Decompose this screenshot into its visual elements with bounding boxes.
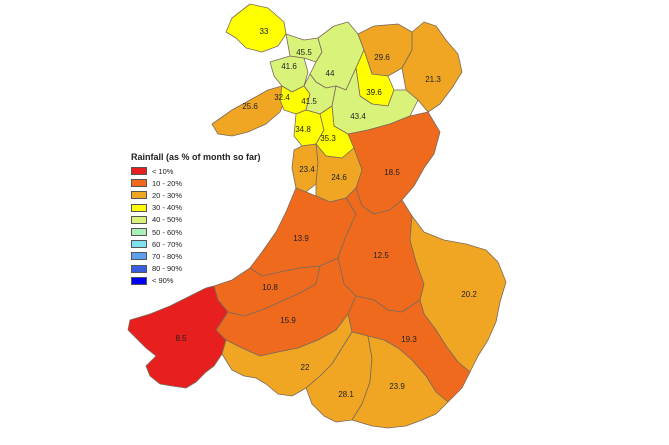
label-dyfi-east: 24.6 — [331, 173, 347, 182]
label-upper-wye: 12.5 — [373, 251, 389, 260]
label-glamorgan-east: 23.9 — [389, 382, 405, 391]
legend-items: < 10% 10 - 20% 20 - 30% 30 - 40% 40 - 50% 50 … — [131, 165, 261, 287]
region-anglesey — [225, 3, 287, 53]
legend-item: 80 - 90% — [131, 263, 261, 275]
legend-swatch — [131, 203, 147, 212]
label-glamorgan-west: 28.1 — [338, 390, 354, 399]
legend-swatch — [131, 240, 147, 249]
label-monmouth: 20.2 — [461, 290, 477, 299]
label-meirionnydd-west: 34.8 — [295, 125, 311, 134]
legend-item: 20 - 30% — [131, 189, 261, 201]
legend-item: 40 - 50% — [131, 214, 261, 226]
label-dee-valley: 43.4 — [350, 112, 366, 121]
label-usk: 19.3 — [401, 335, 417, 344]
label-conwy-north: 45.5 — [296, 48, 312, 57]
map-legend: Rainfall (as % of month so far) < 10% 10 … — [131, 152, 261, 287]
region-wrexham-north — [401, 21, 463, 113]
legend-swatch — [131, 264, 147, 273]
label-wrexham-north: 21.3 — [425, 75, 441, 84]
region-monmouth — [409, 215, 507, 373]
legend-label: < 90% — [152, 276, 174, 286]
label-teifi: 10.8 — [262, 283, 278, 292]
legend-swatch — [131, 252, 147, 261]
label-tywi: 15.9 — [280, 316, 296, 325]
label-pembrokeshire: 8.5 — [175, 334, 187, 343]
label-conwy: 44 — [326, 69, 335, 78]
label-denbigh: 39.6 — [366, 88, 382, 97]
legend-label: 80 - 90% — [152, 264, 183, 274]
legend-label: < 10% — [152, 166, 174, 176]
legend-item: 10 - 20% — [131, 177, 261, 189]
legend-title: Rainfall (as % of month so far) — [131, 152, 261, 162]
legend-swatch — [131, 276, 147, 285]
legend-swatch — [131, 191, 147, 200]
legend-label: 30 - 40% — [152, 203, 183, 213]
label-ceredigion: 13.9 — [293, 234, 309, 243]
label-gower: 22 — [301, 363, 310, 372]
legend-label: 10 - 20% — [152, 178, 183, 188]
legend-item: < 90% — [131, 275, 261, 287]
legend-item: 30 - 40% — [131, 202, 261, 214]
label-anglesey: 33 — [260, 27, 269, 36]
label-lleyn: 25.6 — [242, 102, 258, 111]
legend-label: 60 - 70% — [152, 239, 183, 249]
legend-item: 50 - 60% — [131, 226, 261, 238]
region-glamorgan-east — [351, 335, 449, 429]
label-meirionnydd: 35.3 — [320, 134, 336, 143]
legend-item: 70 - 80% — [131, 250, 261, 262]
label-gwynedd-north: 41.6 — [281, 62, 297, 71]
label-snowdonia-west: 32.4 — [274, 93, 290, 102]
label-snowdonia: 41.5 — [301, 97, 317, 106]
label-montgomery: 18.5 — [384, 168, 400, 177]
region-pembrokeshire — [127, 285, 229, 389]
legend-label: 20 - 30% — [152, 190, 183, 200]
legend-item: < 10% — [131, 165, 261, 177]
legend-label: 70 - 80% — [152, 251, 183, 261]
legend-label: 40 - 50% — [152, 215, 183, 225]
label-dyfi: 23.4 — [299, 165, 315, 174]
legend-swatch — [131, 179, 147, 188]
legend-item: 60 - 70% — [131, 238, 261, 250]
label-flintshire: 29.6 — [374, 53, 390, 62]
legend-label: 50 - 60% — [152, 227, 183, 237]
legend-swatch — [131, 167, 147, 176]
legend-swatch — [131, 215, 147, 224]
legend-swatch — [131, 228, 147, 237]
